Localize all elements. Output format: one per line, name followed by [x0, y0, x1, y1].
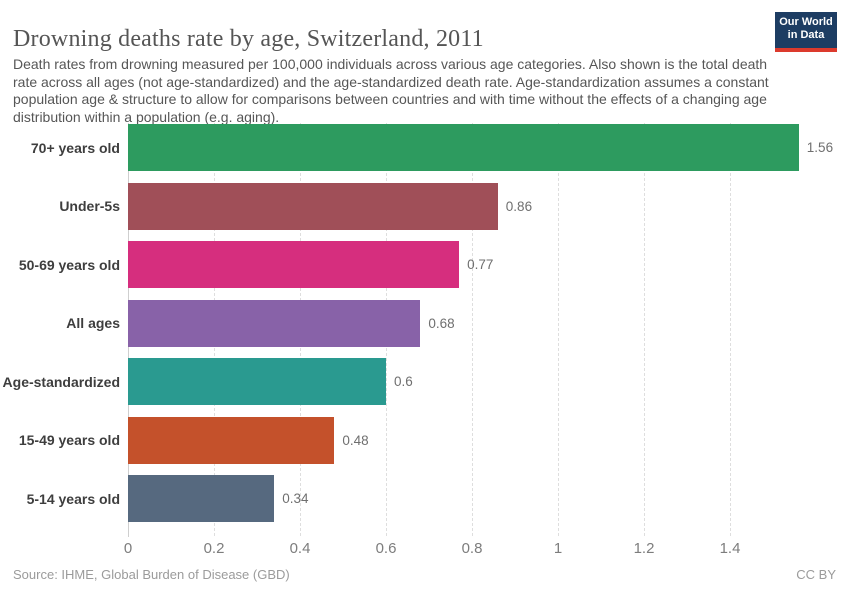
- gridline: [472, 123, 473, 536]
- cc-by-license-link[interactable]: CC BY: [796, 567, 836, 582]
- x-axis-tick-label: 1: [553, 540, 563, 557]
- bar-value-label: 1.56: [806, 140, 834, 155]
- owid-logo: Our World in Data: [775, 12, 837, 52]
- source-note: Source: IHME, Global Burden of Disease (…: [13, 567, 290, 582]
- x-axis-tick-label: 1.4: [719, 540, 741, 557]
- owid-logo-line2: in Data: [787, 29, 825, 41]
- bar[interactable]: [128, 182, 498, 230]
- category-label: Age-standardized: [2, 373, 120, 390]
- gridline: [644, 123, 645, 536]
- x-axis-tick-label: 1.2: [633, 540, 655, 557]
- x-axis-tick-label: 0.8: [461, 540, 483, 557]
- category-label: 15-49 years old: [18, 432, 120, 448]
- bar[interactable]: [128, 416, 335, 464]
- bar-value-label: 0.34: [282, 491, 309, 506]
- chart-title: Drowning deaths rate by age, Switzerland…: [13, 26, 484, 53]
- bar-value-label: 0.6: [394, 374, 413, 389]
- bar[interactable]: [128, 475, 275, 522]
- bar[interactable]: [128, 299, 421, 347]
- x-axis-tick-label: 0.4: [289, 540, 311, 557]
- owid-logo-line1: Our World: [779, 16, 833, 28]
- bar[interactable]: [128, 241, 460, 288]
- gridline: [730, 123, 731, 536]
- chart-subtitle: Death rates from drowning measured per 1…: [13, 56, 769, 125]
- x-axis-tick-label: 0.6: [375, 540, 397, 557]
- category-label: 70+ years old: [30, 139, 120, 156]
- bar-value-label: 0.48: [342, 432, 369, 448]
- x-axis-tick-label: 0.2: [203, 540, 225, 557]
- category-label: 5-14 years old: [26, 490, 120, 507]
- category-label: All ages: [66, 315, 120, 331]
- gridline: [558, 123, 559, 536]
- bar[interactable]: [128, 358, 386, 405]
- category-label: Under-5s: [59, 198, 120, 214]
- bar-value-label: 0.68: [428, 315, 455, 331]
- bar[interactable]: [128, 124, 799, 171]
- bar-value-label: 0.86: [505, 198, 533, 214]
- x-axis-tick-label: 0: [123, 540, 133, 557]
- category-label: 50-69 years old: [18, 256, 120, 273]
- bar-value-label: 0.77: [467, 257, 494, 272]
